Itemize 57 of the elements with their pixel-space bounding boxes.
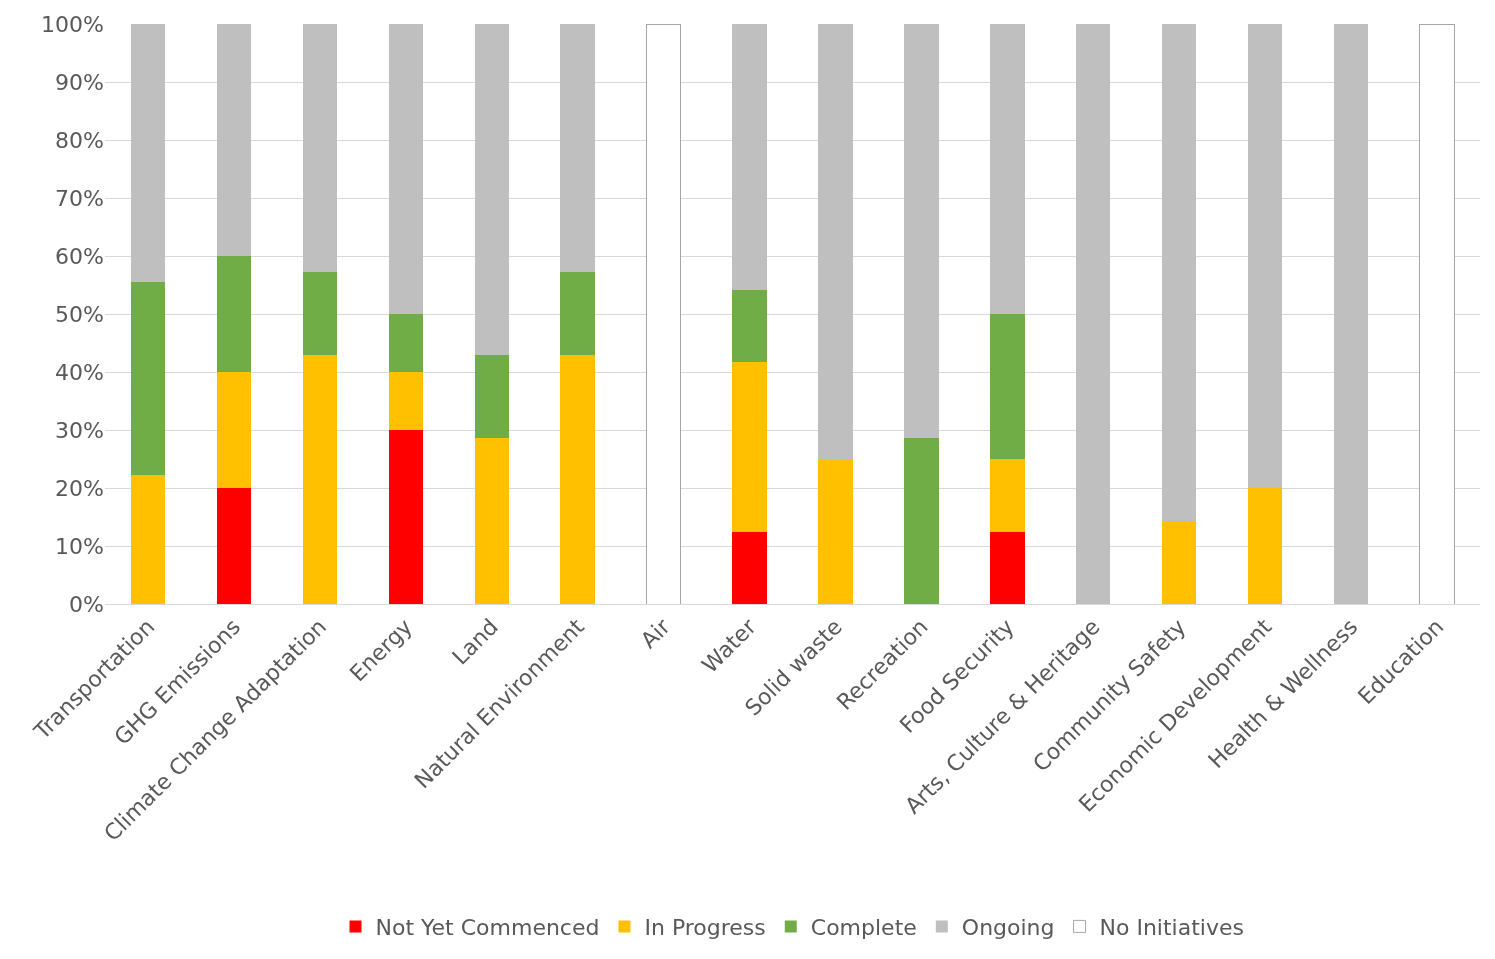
bar bbox=[130, 24, 166, 283]
bar bbox=[904, 24, 939, 439]
bar bbox=[732, 362, 767, 532]
bar bbox=[388, 314, 423, 372]
x-tick-label: Air bbox=[635, 613, 676, 654]
bar bbox=[1247, 24, 1283, 488]
y-tick-label: 100% bbox=[41, 11, 104, 37]
bar bbox=[1247, 488, 1283, 604]
bar bbox=[904, 438, 939, 604]
bar bbox=[216, 256, 252, 372]
bar bbox=[130, 282, 166, 476]
legend-label: In Progress bbox=[644, 914, 766, 940]
y-tick-label: 60% bbox=[55, 243, 104, 269]
bar bbox=[1076, 24, 1111, 604]
bar bbox=[990, 314, 1025, 459]
y-tick-label: 90% bbox=[55, 69, 104, 95]
bar bbox=[130, 475, 166, 604]
y-tick-label: 30% bbox=[55, 417, 104, 443]
bar bbox=[388, 24, 423, 314]
legend-label: Complete bbox=[810, 914, 917, 940]
bar bbox=[645, 24, 682, 604]
legend-label: No Initiatives bbox=[1099, 914, 1244, 940]
bar bbox=[990, 459, 1025, 532]
bar bbox=[990, 24, 1025, 314]
legend-label: Ongoing bbox=[961, 914, 1055, 940]
bar bbox=[388, 430, 423, 604]
bar bbox=[1162, 24, 1197, 522]
bar bbox=[560, 272, 595, 356]
y-tick-label: 50% bbox=[55, 301, 104, 327]
y-tick-label: 40% bbox=[55, 359, 104, 385]
bar bbox=[388, 372, 423, 430]
bar bbox=[216, 372, 252, 488]
y-tick-label: 0% bbox=[69, 591, 104, 617]
bar bbox=[216, 488, 252, 604]
bar bbox=[1419, 24, 1455, 604]
bar bbox=[302, 272, 338, 356]
bar bbox=[302, 24, 338, 273]
bar bbox=[1333, 24, 1369, 604]
bar bbox=[818, 24, 853, 459]
y-tick-label: 80% bbox=[55, 127, 104, 153]
y-tick-label: 10% bbox=[55, 533, 104, 559]
bar bbox=[560, 355, 595, 604]
bar bbox=[474, 438, 509, 604]
bar bbox=[474, 355, 509, 439]
bar bbox=[732, 24, 767, 290]
bar bbox=[732, 289, 767, 363]
bar bbox=[302, 355, 338, 604]
bar bbox=[990, 531, 1025, 604]
y-tick-label: 20% bbox=[55, 475, 104, 501]
bar bbox=[818, 459, 853, 604]
bar bbox=[474, 24, 509, 356]
bar bbox=[732, 531, 767, 604]
bar bbox=[1162, 521, 1197, 604]
legend-label: Not Yet Commenced bbox=[375, 914, 600, 940]
y-tick-label: 70% bbox=[55, 185, 104, 211]
bar bbox=[560, 24, 595, 273]
bar bbox=[216, 24, 252, 256]
